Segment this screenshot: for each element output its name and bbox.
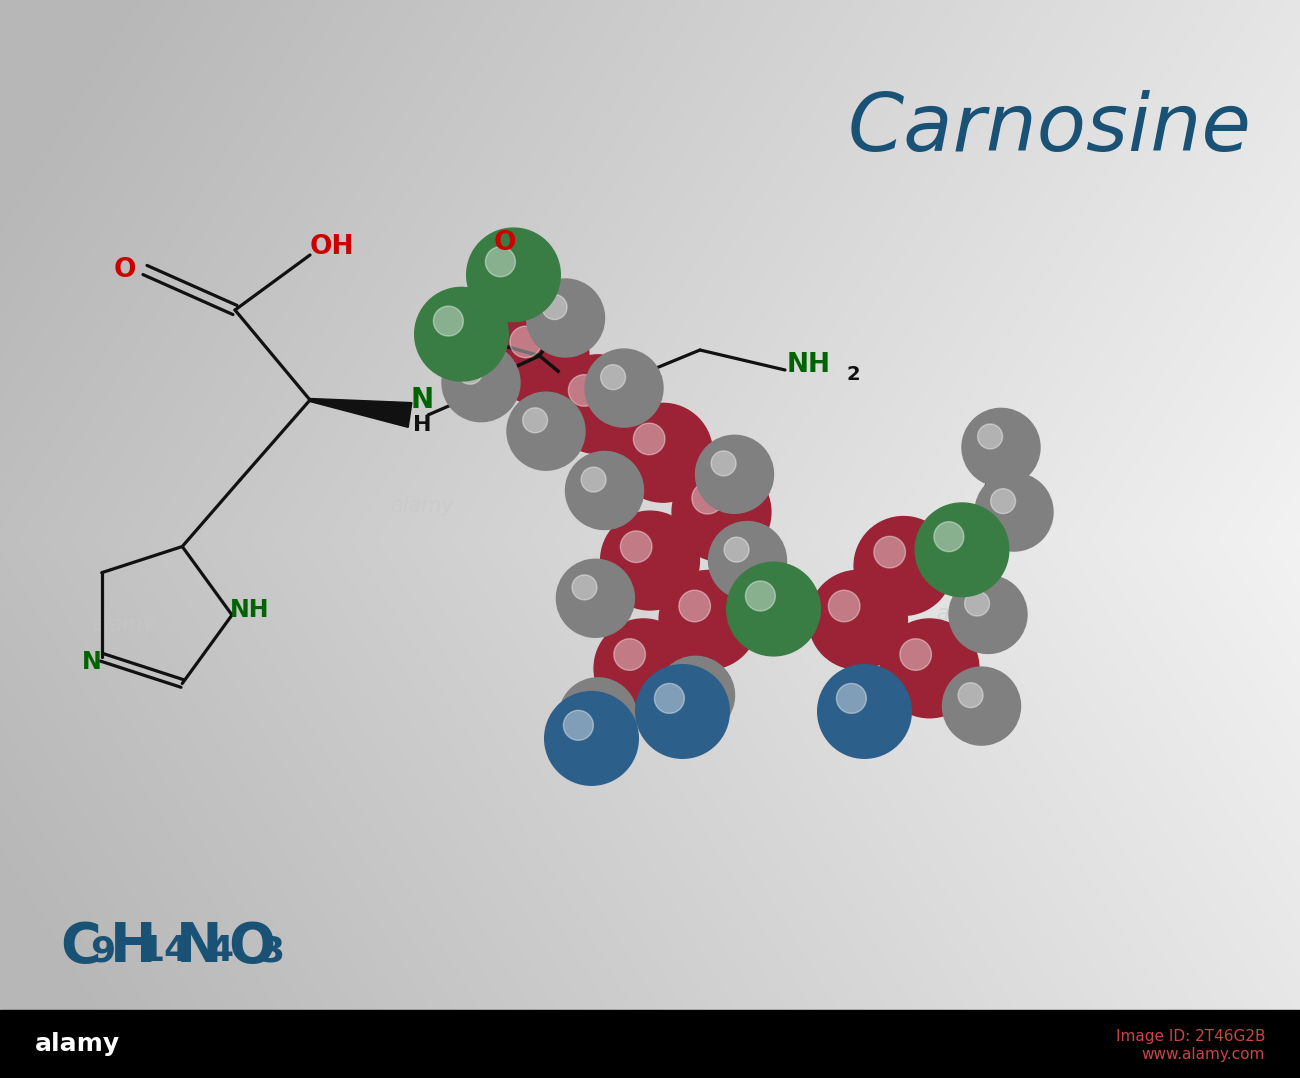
- Text: N: N: [82, 650, 101, 675]
- Circle shape: [962, 409, 1040, 486]
- Circle shape: [633, 424, 666, 455]
- Circle shape: [601, 511, 699, 610]
- Circle shape: [696, 436, 773, 513]
- Text: alamy: alamy: [35, 1032, 120, 1056]
- Text: 3: 3: [260, 934, 285, 968]
- Circle shape: [679, 591, 711, 622]
- Circle shape: [828, 591, 861, 622]
- Circle shape: [880, 619, 979, 718]
- Text: O: O: [494, 230, 516, 255]
- Circle shape: [572, 575, 597, 599]
- Circle shape: [415, 288, 508, 381]
- Circle shape: [978, 424, 1002, 448]
- Circle shape: [614, 403, 712, 502]
- Circle shape: [942, 667, 1021, 745]
- Circle shape: [442, 344, 520, 421]
- Circle shape: [656, 657, 734, 734]
- Circle shape: [854, 516, 953, 616]
- Circle shape: [915, 503, 1009, 596]
- Circle shape: [933, 522, 963, 552]
- Text: OH: OH: [309, 234, 354, 260]
- Circle shape: [975, 473, 1053, 551]
- Text: 9: 9: [90, 934, 116, 968]
- Circle shape: [745, 581, 775, 611]
- Circle shape: [581, 467, 606, 492]
- Circle shape: [594, 619, 693, 718]
- Circle shape: [818, 665, 911, 758]
- Polygon shape: [309, 399, 412, 427]
- Circle shape: [510, 327, 542, 358]
- Text: 2: 2: [848, 365, 861, 385]
- Circle shape: [467, 229, 560, 321]
- Circle shape: [692, 483, 724, 514]
- Text: N: N: [176, 920, 222, 975]
- Text: NH: NH: [786, 353, 831, 378]
- Circle shape: [568, 375, 601, 406]
- Text: 4: 4: [208, 934, 233, 968]
- Circle shape: [545, 692, 638, 785]
- Circle shape: [672, 672, 697, 696]
- Text: N: N: [411, 386, 434, 414]
- Circle shape: [836, 683, 866, 714]
- Circle shape: [458, 359, 482, 384]
- Circle shape: [900, 639, 932, 671]
- Text: H: H: [111, 920, 156, 975]
- Circle shape: [490, 306, 589, 405]
- Circle shape: [556, 559, 634, 637]
- Text: NH: NH: [230, 598, 270, 622]
- Circle shape: [949, 576, 1027, 653]
- Text: alamy: alamy: [390, 496, 454, 516]
- Bar: [0, 1010, 1300, 1078]
- Circle shape: [711, 451, 736, 475]
- Text: alamy: alamy: [936, 604, 1000, 624]
- Circle shape: [620, 531, 653, 563]
- Circle shape: [563, 710, 593, 741]
- Circle shape: [724, 537, 749, 562]
- Circle shape: [575, 693, 599, 718]
- Circle shape: [585, 349, 663, 427]
- Circle shape: [433, 306, 463, 336]
- Circle shape: [809, 570, 907, 669]
- Circle shape: [958, 682, 983, 707]
- Circle shape: [549, 355, 647, 454]
- Text: www.alamy.com: www.alamy.com: [1141, 1047, 1265, 1062]
- Text: C: C: [60, 920, 101, 975]
- Text: O: O: [114, 257, 136, 284]
- Circle shape: [542, 294, 567, 319]
- Circle shape: [874, 537, 906, 568]
- Circle shape: [566, 452, 644, 529]
- Circle shape: [965, 591, 989, 616]
- Text: Image ID: 2T46G2B: Image ID: 2T46G2B: [1115, 1028, 1265, 1044]
- Circle shape: [672, 462, 771, 562]
- Circle shape: [654, 683, 684, 714]
- Text: O: O: [227, 920, 276, 975]
- Text: H: H: [413, 415, 432, 436]
- Circle shape: [523, 407, 547, 432]
- Circle shape: [559, 678, 637, 756]
- Circle shape: [708, 522, 786, 599]
- Text: alamy: alamy: [91, 616, 155, 635]
- Circle shape: [526, 279, 604, 357]
- Circle shape: [601, 364, 625, 389]
- Circle shape: [636, 665, 729, 758]
- Circle shape: [485, 247, 515, 277]
- Circle shape: [507, 392, 585, 470]
- Circle shape: [991, 488, 1015, 513]
- Circle shape: [659, 570, 758, 669]
- Circle shape: [727, 563, 820, 655]
- Circle shape: [614, 639, 646, 671]
- Text: 14: 14: [140, 934, 190, 968]
- Text: Carnosine: Carnosine: [848, 89, 1252, 168]
